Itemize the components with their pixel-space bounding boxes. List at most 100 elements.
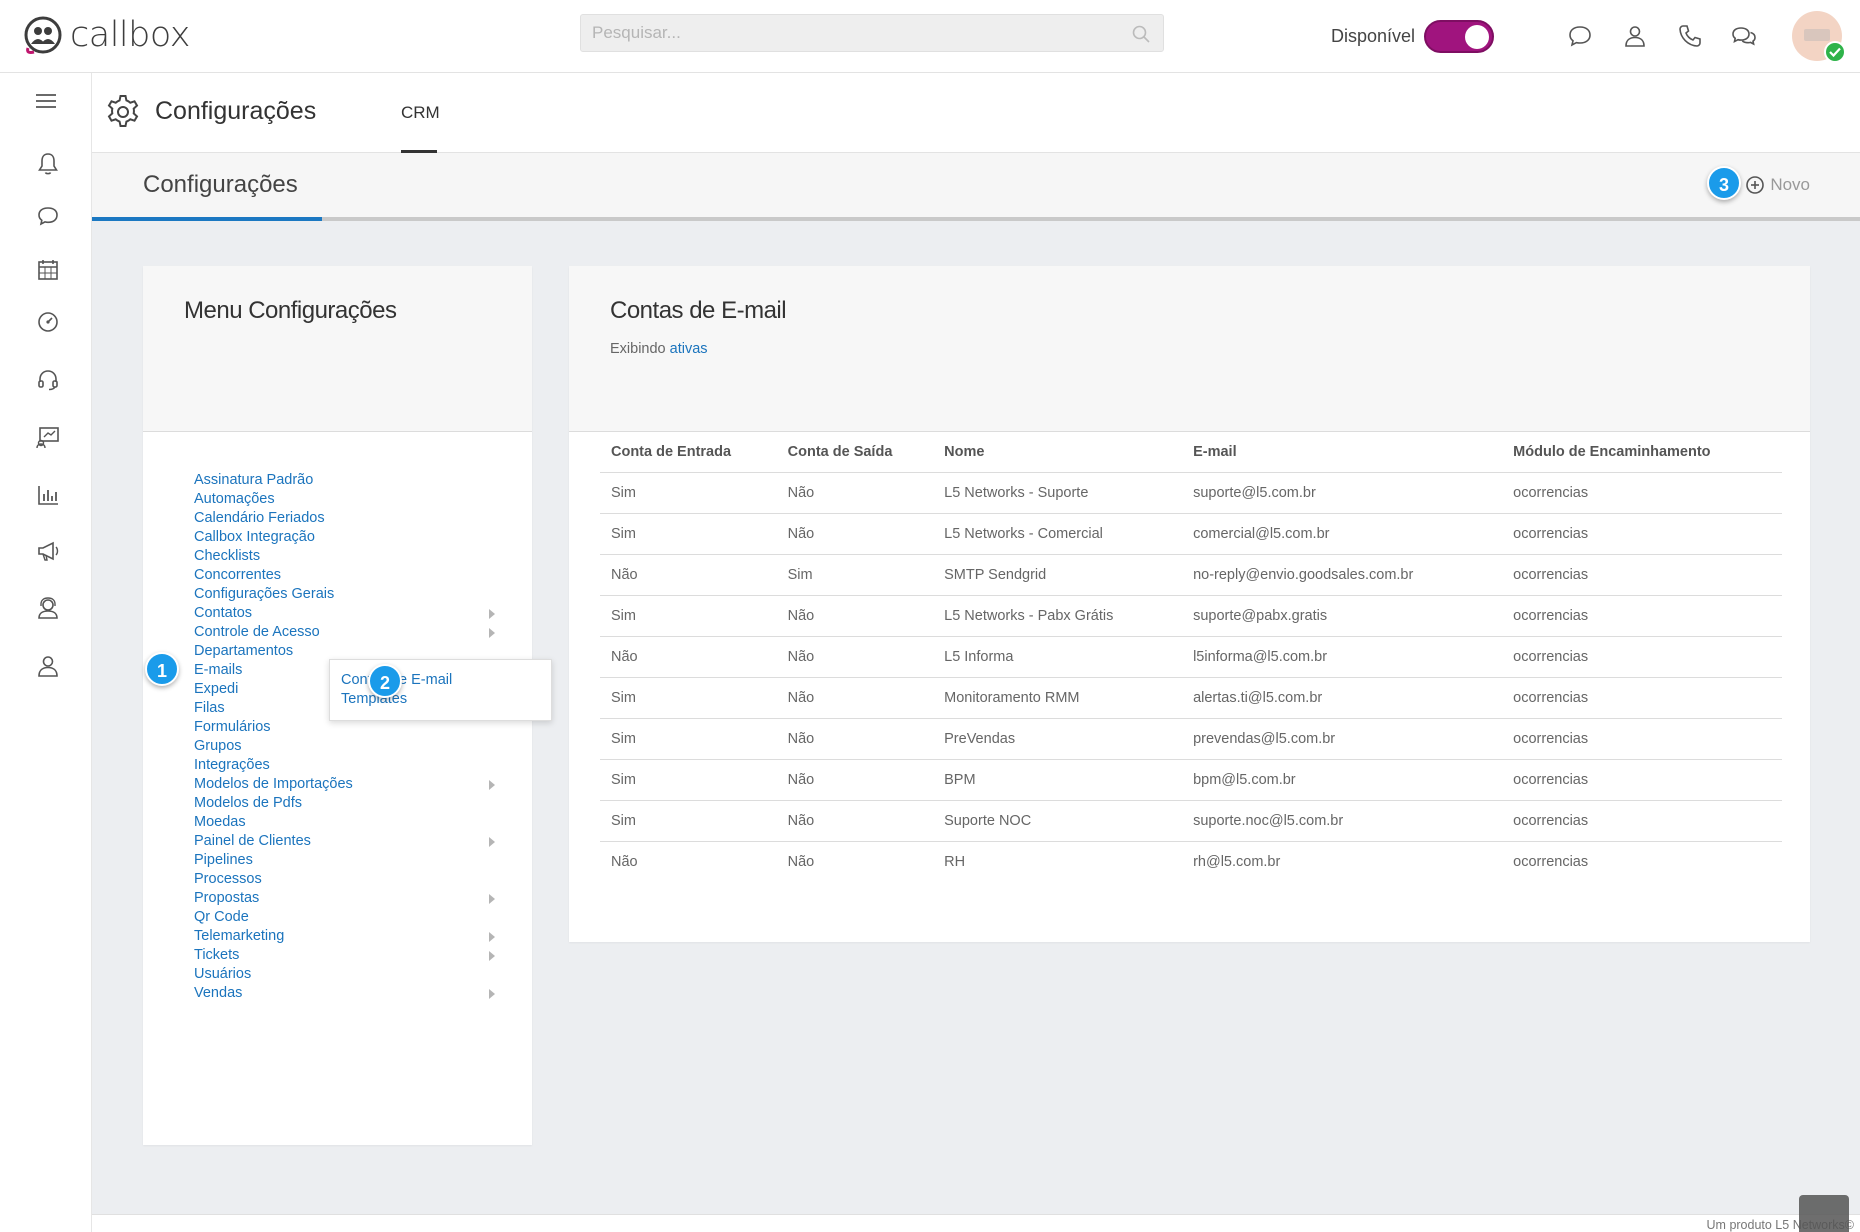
menu-item[interactable]: Concorrentes xyxy=(194,566,494,585)
table-cell: no-reply@envio.goodsales.com.br xyxy=(1182,554,1503,596)
bell-icon[interactable] xyxy=(34,150,62,178)
calendar-icon[interactable] xyxy=(34,256,62,284)
email-accounts-table: Conta de Entrada Conta de Saída Nome E-mail… xyxy=(600,432,1782,882)
availability-label: Disponível xyxy=(1331,26,1416,46)
table-cell: Não xyxy=(600,554,777,596)
menu-item[interactable]: Departamentos xyxy=(194,642,494,661)
menu-item[interactable]: Contatos xyxy=(194,604,495,623)
presentation-icon[interactable] xyxy=(34,423,62,451)
section-header: Configurações Novo xyxy=(92,153,1860,221)
menu-item[interactable]: Modelos de Importações xyxy=(194,775,495,794)
submenu-arrow-icon xyxy=(489,951,495,961)
menu-item[interactable]: Calendário Feriados xyxy=(194,509,494,528)
menu-item-label: Filas xyxy=(194,700,225,716)
menu-item[interactable]: Expedi xyxy=(194,680,494,699)
table-cell: PreVendas xyxy=(933,718,1183,760)
table-cell: Não xyxy=(776,472,934,514)
menu-item[interactable]: Formulários xyxy=(194,718,494,737)
column-header[interactable]: Módulo de Encaminhamento xyxy=(1502,432,1782,473)
menu-item[interactable]: Qr Code xyxy=(194,908,494,927)
menu-item-label: Modelos de Pdfs xyxy=(194,795,303,811)
table-row[interactable]: Sim Não L5 Networks - Comercial comercial@l… xyxy=(600,513,1782,555)
menu-item-label: Departamentos xyxy=(194,643,294,659)
menu-item[interactable]: Vendas xyxy=(194,984,495,1003)
column-header[interactable]: Nome xyxy=(933,432,1183,473)
menu-item[interactable]: Configurações Gerais xyxy=(194,585,494,604)
table-row[interactable]: Sim Não PreVendas prevendas@l5.com.br ocorre… xyxy=(600,718,1782,760)
bar-chart-icon[interactable] xyxy=(34,481,62,509)
menu-item[interactable]: Usuários xyxy=(194,965,494,984)
availability-toggle[interactable] xyxy=(1424,20,1494,53)
menu-item[interactable]: Controle de Acesso xyxy=(194,623,495,642)
scroll-to-top-button[interactable] xyxy=(1799,1195,1849,1232)
table-cell: suporte@l5.com.br xyxy=(1182,472,1503,514)
table-cell: ocorrencias xyxy=(1502,759,1782,801)
table-row[interactable]: Não Sim SMTP Sendgrid no-reply@envio.goodsa… xyxy=(600,554,1782,596)
menu-item[interactable]: Grupos xyxy=(194,737,494,756)
avatar-image xyxy=(1804,29,1830,41)
hamburger-menu-icon[interactable] xyxy=(32,87,60,115)
menu-item[interactable]: Propostas xyxy=(194,889,495,908)
conversations-icon[interactable] xyxy=(1730,22,1758,50)
menu-item[interactable]: Pipelines xyxy=(194,851,494,870)
menu-item-label: Contatos xyxy=(194,605,253,621)
showing-active-link[interactable]: ativas xyxy=(669,341,708,357)
step-badge-3: 3 xyxy=(1707,166,1741,200)
menu-item[interactable]: Painel de Clientes xyxy=(194,832,495,851)
progress-track xyxy=(92,217,1860,221)
menu-item[interactable]: Moedas xyxy=(194,813,494,832)
headset-support-icon[interactable] xyxy=(34,366,62,394)
table-row[interactable]: Sim Não BPM bpm@l5.com.br ocorrencias xyxy=(600,759,1782,801)
menu-item[interactable]: Telemarketing xyxy=(194,927,495,946)
table-cell: ocorrencias xyxy=(1502,800,1782,842)
table-cell: Monitoramento RMM xyxy=(933,677,1183,719)
table-cell: SMTP Sendgrid xyxy=(933,554,1183,596)
table-row[interactable]: Sim Não Suporte NOC suporte.noc@l5.com.br oc… xyxy=(600,800,1782,842)
menu-item[interactable]: Filas xyxy=(194,699,494,718)
tab-crm[interactable]: CRM xyxy=(401,103,440,122)
chat-icon[interactable] xyxy=(34,202,62,230)
new-button[interactable]: Novo xyxy=(1745,175,1810,195)
column-header[interactable]: Conta de Saída xyxy=(776,432,934,473)
email-accounts-card: Contas de E-mail Exibindo ativas Conta d… xyxy=(569,266,1810,942)
callbox-logo[interactable]: callbox xyxy=(22,14,190,56)
new-button-label: Novo xyxy=(1770,175,1810,194)
menu-item[interactable]: Tickets xyxy=(194,946,495,965)
table-cell: L5 Networks - Comercial xyxy=(933,513,1183,555)
email-accounts-header: Contas de E-mail Exibindo ativas xyxy=(569,266,1810,432)
menu-item[interactable]: Checklists xyxy=(194,547,494,566)
profile-icon[interactable] xyxy=(34,652,62,680)
content-area: Menu Configurações Assinatura Padrão Auto… xyxy=(92,221,1860,1214)
avatar[interactable] xyxy=(1792,11,1846,63)
table-row[interactable]: Não Não RH rh@l5.com.br ocorrencias xyxy=(600,841,1782,882)
menu-item[interactable]: Assinatura Padrão xyxy=(194,471,494,490)
table-row[interactable]: Não Não L5 Informa l5informa@l5.com.br ocorr… xyxy=(600,636,1782,678)
menu-item[interactable]: Processos xyxy=(194,870,494,889)
active-tab-indicator xyxy=(401,150,437,153)
table-cell: ocorrencias xyxy=(1502,513,1782,555)
table-row[interactable]: Sim Não L5 Networks - Suporte suporte@l5.co… xyxy=(600,472,1782,514)
submenu-arrow-icon xyxy=(489,628,495,638)
agent-icon[interactable] xyxy=(34,594,62,622)
chat-icon[interactable] xyxy=(1566,22,1594,50)
menu-item[interactable]: Modelos de Pdfs xyxy=(194,794,494,813)
dashboard-gauge-icon[interactable] xyxy=(34,308,62,336)
table-row[interactable]: Sim Não L5 Networks - Pabx Grátis suporte@p… xyxy=(600,595,1782,637)
menu-item-label: Concorrentes xyxy=(194,567,282,583)
menu-item[interactable]: Integrações xyxy=(194,756,494,775)
megaphone-icon[interactable] xyxy=(34,537,62,565)
column-header[interactable]: E-mail xyxy=(1182,432,1503,473)
table-cell: Sim xyxy=(600,718,777,760)
table-cell: RH xyxy=(944,853,966,870)
table-cell: Sim xyxy=(600,759,777,801)
search-icon[interactable] xyxy=(1131,24,1151,44)
search-input[interactable] xyxy=(581,15,1163,51)
user-icon[interactable] xyxy=(1621,22,1649,50)
menu-item[interactable]: Automações xyxy=(194,490,494,509)
menu-item-label: Integrações xyxy=(194,757,270,773)
menu-item[interactable]: Callbox Integração xyxy=(194,528,494,547)
column-header[interactable]: Conta de Entrada xyxy=(600,432,777,473)
phone-icon[interactable] xyxy=(1676,22,1704,50)
table-row[interactable]: Sim Não Monitoramento RMM alertas.ti@l5.com… xyxy=(600,677,1782,719)
online-status-icon xyxy=(1824,41,1846,63)
